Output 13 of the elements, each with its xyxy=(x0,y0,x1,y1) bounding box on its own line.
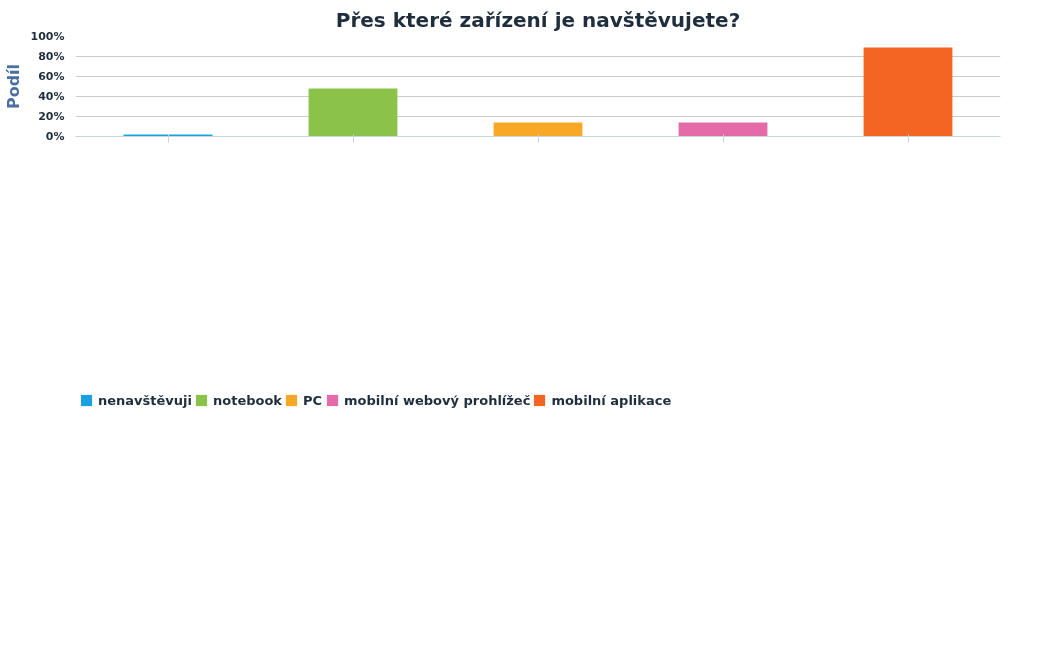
y-tick-label: 40% xyxy=(38,90,65,103)
legend-label: mobilní aplikace xyxy=(551,392,672,408)
y-tick-label: 80% xyxy=(38,50,65,63)
chart-title: Přes které zařízení je navštěvujete? xyxy=(335,7,741,32)
y-tick-label: 60% xyxy=(38,70,65,83)
legend-label: mobilní webový prohlížeč xyxy=(344,392,531,408)
y-axis-title: Podíl xyxy=(3,63,23,110)
legend-label: notebook xyxy=(212,392,283,408)
y-tick-label: 0% xyxy=(45,130,65,143)
legend-label: nenavštěvuji xyxy=(98,392,192,408)
y-tick-label: 100% xyxy=(30,30,65,43)
legend-label: PC xyxy=(303,392,324,408)
y-tick-label: 20% xyxy=(38,110,65,123)
